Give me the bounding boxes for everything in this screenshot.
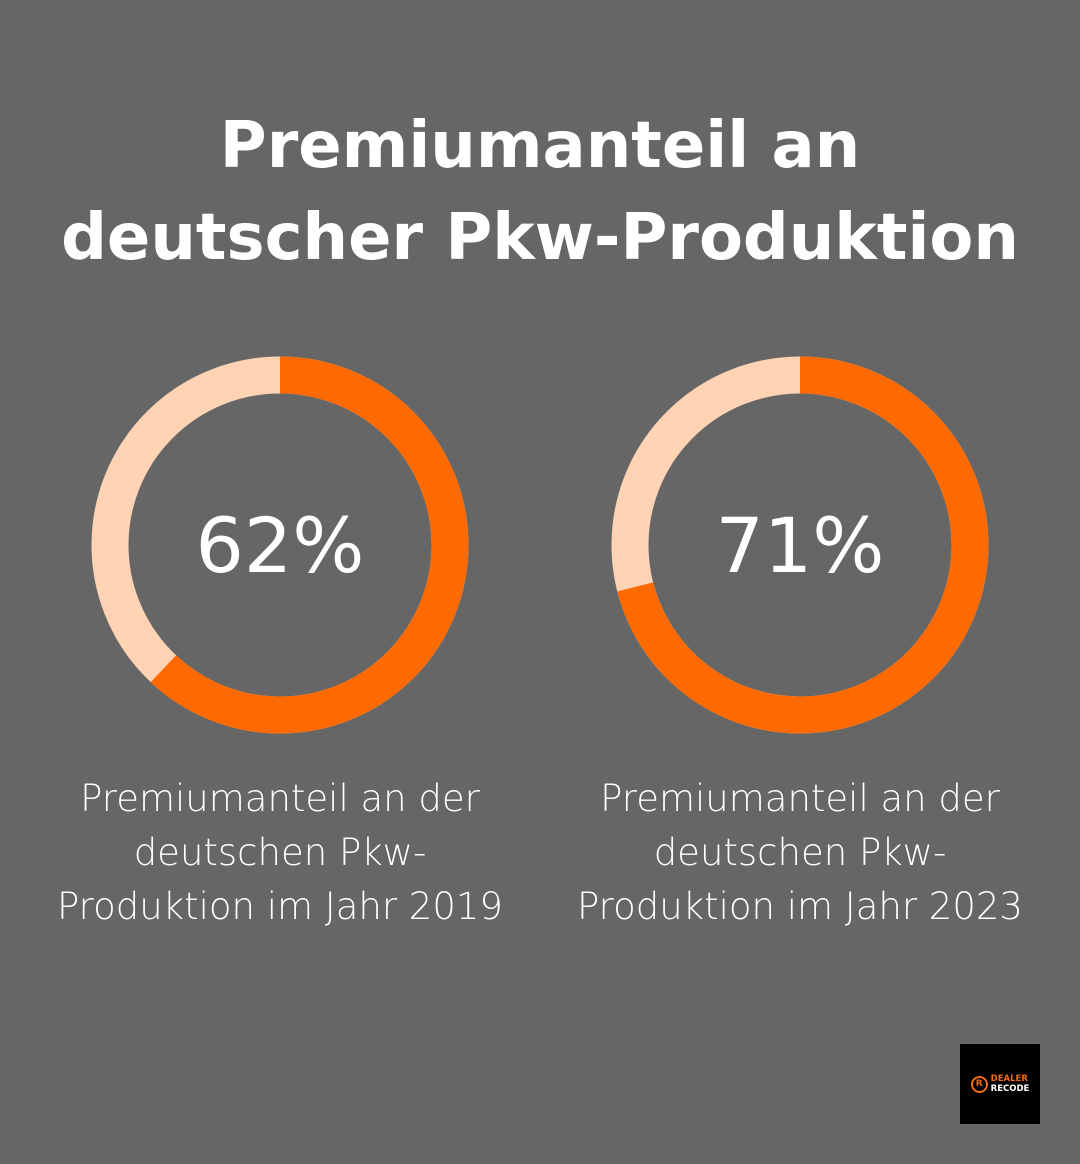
title-line-1: Premiumanteil an — [219, 109, 861, 183]
logo-line-1: DEALER — [990, 1074, 1028, 1084]
donut-value-segment — [91, 356, 469, 734]
donut-chart-2019: 62% — [90, 355, 470, 735]
donut-value-segment — [611, 356, 989, 734]
percentage-label: 62% — [195, 500, 365, 590]
caption-2019: Premiumanteil an der deutschen Pkw-Produ… — [57, 777, 503, 928]
caption-2023: Premiumanteil an der deutschen Pkw-Produ… — [577, 777, 1023, 928]
logo-line-2: RECODE — [990, 1084, 1030, 1094]
percentage-label: 71% — [715, 500, 885, 590]
title-line-2: deutscher Pkw-Produktion — [61, 201, 1019, 275]
logo-r-icon: R — [970, 1075, 988, 1093]
donut-svg-2023 — [611, 356, 989, 734]
donut-svg-2019 — [91, 356, 469, 734]
chart-title: Premiumanteil an deutscher Pkw-Produktio… — [0, 100, 1080, 284]
dealer-recode-logo: R DEALER RECODE — [960, 1044, 1040, 1124]
donut-chart-2023: 71% — [610, 355, 990, 735]
